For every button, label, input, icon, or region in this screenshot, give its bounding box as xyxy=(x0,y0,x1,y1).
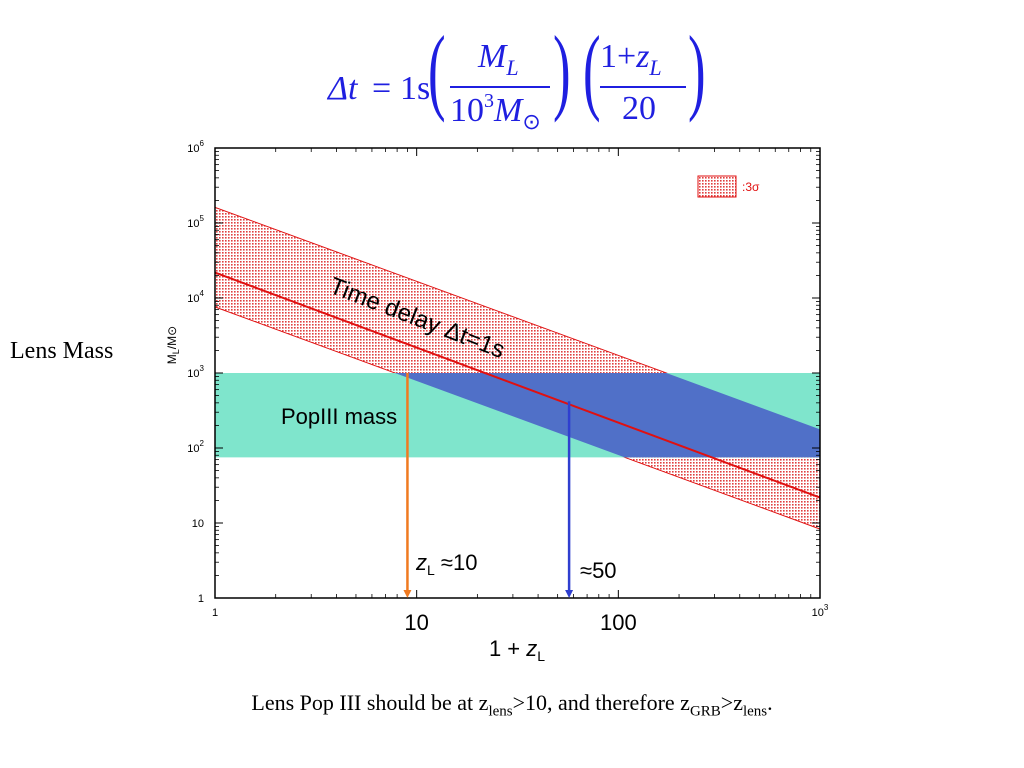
caption-sub2: GRB xyxy=(689,703,721,720)
formula-coefficient: 1s xyxy=(400,70,431,107)
x-tick-label: 103 xyxy=(812,603,829,619)
y-tick-label: 1 xyxy=(198,593,204,605)
x-axis-label-sub: L xyxy=(537,648,545,664)
frac1-den-exp: 3 xyxy=(484,90,494,112)
frac2-num-one: 1+ xyxy=(600,38,637,75)
y-tick-base: 10 xyxy=(187,218,199,230)
fraction2-bar xyxy=(600,86,686,88)
legend-swatch xyxy=(697,175,737,198)
frac2-num-sub: L xyxy=(649,55,662,80)
z50-annotation: ≈50 xyxy=(580,558,617,583)
y-tick-label: 10 xyxy=(192,518,204,530)
y-axis-label-sub: L xyxy=(171,349,181,354)
x-tick-exponent: 3 xyxy=(824,603,829,612)
y-tick-label: 105 xyxy=(187,214,204,230)
central-line xyxy=(215,271,820,499)
right-paren-2: ) xyxy=(688,16,706,123)
frac2-num-z: z xyxy=(636,38,650,75)
formula-lhs: Δt xyxy=(328,70,358,107)
y-tick-label: 104 xyxy=(187,289,204,305)
y-tick-base: 10 xyxy=(187,368,199,380)
fraction1-numerator: ML xyxy=(478,38,519,81)
popiii-mass-label: PopIII mass xyxy=(281,404,397,429)
z10-annotation: zL ≈10 xyxy=(415,550,477,578)
x-tick-base: 100 xyxy=(600,610,637,635)
x-tick-label: 100 xyxy=(600,610,637,635)
y-axis-label-m: M xyxy=(165,354,179,364)
y-tick-label: 102 xyxy=(187,439,204,455)
fraction2-numerator: 1+zL xyxy=(600,38,662,81)
caption-part1: Lens Pop III should be at z xyxy=(251,690,489,715)
x-axis-label: 1 + zL xyxy=(489,636,545,664)
x-tick-label: 10 xyxy=(404,610,428,635)
y-axis-label: ML/M⊙ xyxy=(165,326,181,364)
left-paren-2: ( xyxy=(583,16,601,123)
y-tick-exponent: 3 xyxy=(200,364,205,373)
uncertainty-band xyxy=(215,206,820,530)
y-tick-base: 10 xyxy=(187,293,199,305)
frac1-num-sub: L xyxy=(506,55,519,80)
caption-sub3: lens xyxy=(742,703,768,720)
fraction1-denominator: 103M⊙ xyxy=(450,90,541,135)
frac1-den-base: 10 xyxy=(450,92,484,129)
y-tick-exponent: 5 xyxy=(200,214,205,223)
y-tick-base: 10 xyxy=(192,518,204,530)
time-delay-formula: Δt = 1s ( ML 103M⊙ ) ( 1+zL 20 ) xyxy=(300,22,720,135)
fraction2-denominator: 20 xyxy=(622,90,656,127)
x-tick-base: 10 xyxy=(812,607,824,619)
formula-equals: = xyxy=(372,70,392,107)
right-paren-1: ) xyxy=(553,16,571,123)
caption-part2: >10, and therefore z xyxy=(512,690,690,715)
frac1-den-sub: ⊙ xyxy=(522,109,541,134)
frac1-den-m: M xyxy=(494,92,523,129)
y-tick-base: 10 xyxy=(187,443,199,455)
left-paren-1: ( xyxy=(428,16,446,123)
arrow-orange-head xyxy=(403,590,412,598)
y-tick-exponent: 2 xyxy=(200,439,205,448)
y-tick-exponent: 6 xyxy=(200,139,205,148)
x-axis-label-prefix: 1 + xyxy=(489,636,526,661)
fraction1-bar xyxy=(450,86,550,88)
z10-value: ≈10 xyxy=(435,550,478,575)
x-tick-base: 10 xyxy=(404,610,428,635)
x-tick-label: 1 xyxy=(212,607,218,619)
caption: Lens Pop III should be at zlens>10, and … xyxy=(0,690,1024,720)
arrow-blue-head xyxy=(565,590,574,598)
y-tick-label: 106 xyxy=(187,139,204,155)
frac1-num-m: M xyxy=(478,38,507,75)
lens-mass-label: Lens Mass xyxy=(10,338,114,364)
x-tick-base: 1 xyxy=(212,607,218,619)
legend-label: :3σ xyxy=(742,180,760,194)
z10-sub: L xyxy=(427,562,435,578)
caption-sub1: lens xyxy=(488,703,513,720)
x-axis-label-z: z xyxy=(525,636,537,661)
caption-part3: >z xyxy=(720,690,743,715)
overlap-region xyxy=(394,373,820,458)
caption-part4: . xyxy=(767,690,773,715)
y-tick-base: 1 xyxy=(198,593,204,605)
z10-z: z xyxy=(415,550,427,575)
y-tick-base: 10 xyxy=(187,143,199,155)
y-axis-label-suffix: /M⊙ xyxy=(165,326,179,349)
y-tick-exponent: 4 xyxy=(200,289,205,298)
y-tick-label: 103 xyxy=(187,364,204,380)
